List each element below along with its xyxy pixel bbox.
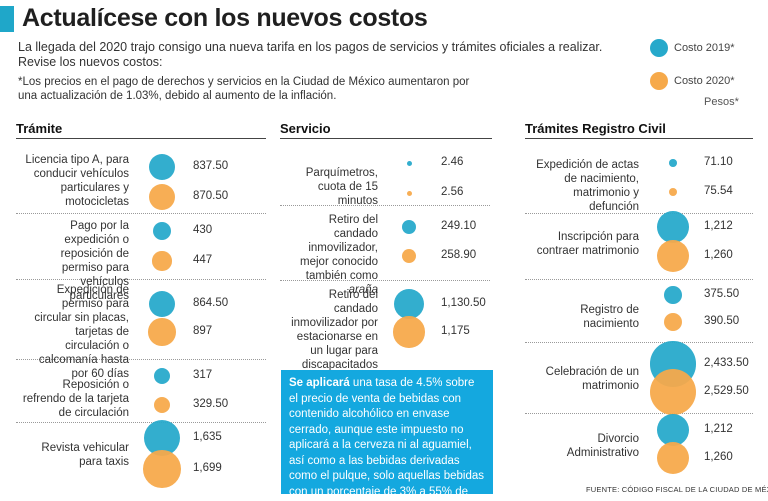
row-label: Retiro del candado inmovilizador, mejor … [300, 214, 378, 296]
value-2019: 71.10 [704, 156, 733, 168]
alcohol-tax-callout: Se aplicará una tasa de 4.5% sobre el pr… [281, 370, 493, 498]
bubble-2020 [406, 190, 412, 196]
value-2020: 75.54 [704, 185, 733, 197]
legend-2020-label: Costo 2020* [674, 75, 735, 87]
value-2019: 317 [193, 369, 213, 381]
intro-text: La llegada del 2020 trajo consigo una nu… [18, 40, 603, 69]
value-2019: 2.46 [441, 156, 464, 168]
row-label: Expedición de permiso para circular sin … [34, 284, 129, 380]
row-separator [16, 422, 266, 423]
inflation-note: *Los precios en el pago de derechos y se… [18, 76, 470, 102]
bubble-2020 [401, 248, 417, 264]
bubble-2020 [663, 312, 683, 332]
value-2020: 897 [193, 325, 213, 337]
callout-text: una tasa de 4.5% sobre el precio de vent… [289, 377, 484, 498]
row-label: Expedición de actas de nacimiento, matri… [536, 159, 639, 213]
value-2019: 375.50 [704, 288, 740, 300]
legend-2019: Costo 2019* [650, 39, 735, 57]
page-title: Actualícese con los nuevos costos [22, 4, 428, 32]
bubble-2020 [153, 396, 171, 414]
row-label: Revista vehicular para taxis [41, 442, 129, 468]
value-2020: 2,529.50 [704, 385, 749, 397]
row-separator [525, 279, 753, 280]
value-2019: 837.50 [193, 160, 229, 172]
legend-2020: Costo 2020* [650, 72, 735, 90]
bubble-2019 [393, 288, 425, 320]
row-label: Retiro del candado inmovilizador por est… [291, 289, 378, 371]
legend-unit: Pesos* [704, 96, 739, 108]
value-2019: 864.50 [193, 297, 229, 309]
bubble-2019 [669, 159, 677, 167]
bubble-2019 [148, 290, 176, 318]
row-label: Registro de nacimiento [580, 304, 639, 330]
value-2020: 1,260 [704, 451, 733, 463]
legend-2019-swatch [650, 39, 668, 57]
column-underline-registro-civil [525, 138, 753, 139]
value-2020: 447 [193, 254, 213, 266]
bubble-2019 [148, 153, 176, 181]
column-underline-tramite [16, 138, 266, 139]
value-2020: 1,260 [704, 249, 733, 261]
bubble-2019 [657, 211, 689, 243]
title-accent-bar [0, 6, 14, 32]
bubble-2020 [148, 318, 176, 346]
bubble-2019 [153, 367, 171, 385]
bubble-2020 [143, 450, 181, 488]
value-2020: 329.50 [193, 398, 229, 410]
value-2019: 1,130.50 [441, 297, 486, 309]
row-label: Parquímetros, cuota de 15 minutos [305, 167, 378, 207]
column-underline-servicio [280, 138, 492, 139]
value-2019: 1,635 [193, 431, 222, 443]
callout-bold: Se aplicará [289, 377, 350, 389]
value-2020: 258.90 [441, 249, 477, 261]
row-label: Inscripción para contraer matrimonio [536, 231, 639, 257]
row-label: Reposición o refrendo de la tarjeta de c… [22, 379, 129, 419]
row-separator [280, 205, 490, 206]
value-2019: 1,212 [704, 220, 733, 232]
row-separator [16, 279, 266, 280]
bubble-2020 [656, 441, 690, 475]
row-label: Licencia tipo A, para conducir vehículos… [25, 154, 129, 208]
row-separator [280, 280, 490, 281]
bubble-2020 [656, 239, 690, 273]
legend-2019-label: Costo 2019* [674, 42, 735, 54]
column-header-registro-civil: Trámites Registro Civil [525, 121, 666, 136]
value-2019: 249.10 [441, 220, 477, 232]
bubble-2019 [657, 414, 689, 446]
value-2019: 2,433.50 [704, 357, 749, 369]
legend-2020-swatch [650, 72, 668, 90]
row-separator [16, 359, 266, 360]
row-label: Divorcio Administrativo [566, 433, 639, 459]
column-header-tramite: Trámite [16, 121, 63, 136]
bubble-2019 [406, 160, 412, 166]
bubble-2020 [152, 251, 172, 271]
row-separator [525, 213, 753, 214]
value-2020: 1,175 [441, 325, 470, 337]
row-separator [525, 413, 753, 414]
value-2019: 1,212 [704, 423, 733, 435]
row-label: Celebración de un matrimonio [545, 366, 639, 392]
row-label: Pago por la expedición o reposición de p… [60, 220, 129, 302]
bubble-2019 [401, 219, 417, 235]
bubble-2019 [664, 286, 682, 304]
bubble-2020 [148, 183, 176, 211]
bubble-2019 [152, 221, 172, 241]
source-note: FUENTE: CÓDIGO FISCAL DE LA CIUDAD DE MÉ… [586, 485, 768, 494]
row-separator [525, 342, 753, 343]
bubble-2020 [669, 188, 677, 196]
column-header-servicio: Servicio [280, 121, 331, 136]
row-separator [16, 213, 266, 214]
value-2020: 2.56 [441, 186, 464, 198]
bubble-2020 [650, 369, 696, 415]
row-label-italic: araña [348, 284, 378, 296]
bubble-2020 [393, 316, 425, 348]
value-2020: 390.50 [704, 315, 740, 327]
value-2020: 1,699 [193, 462, 222, 474]
value-2019: 430 [193, 224, 213, 236]
value-2020: 870.50 [193, 190, 229, 202]
